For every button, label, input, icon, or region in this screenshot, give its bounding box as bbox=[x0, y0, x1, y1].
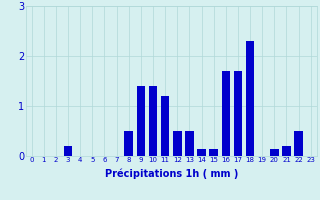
Bar bbox=[197, 148, 206, 156]
Bar bbox=[185, 131, 194, 156]
Bar bbox=[294, 131, 303, 156]
Bar bbox=[270, 148, 279, 156]
Bar bbox=[221, 71, 230, 156]
Bar bbox=[137, 86, 145, 156]
Bar bbox=[161, 96, 169, 156]
X-axis label: Précipitations 1h ( mm ): Précipitations 1h ( mm ) bbox=[105, 169, 238, 179]
Bar bbox=[209, 148, 218, 156]
Bar bbox=[282, 146, 291, 156]
Bar bbox=[173, 131, 181, 156]
Bar bbox=[124, 131, 133, 156]
Bar bbox=[246, 41, 254, 156]
Bar bbox=[149, 86, 157, 156]
Bar bbox=[234, 71, 242, 156]
Bar bbox=[64, 146, 72, 156]
